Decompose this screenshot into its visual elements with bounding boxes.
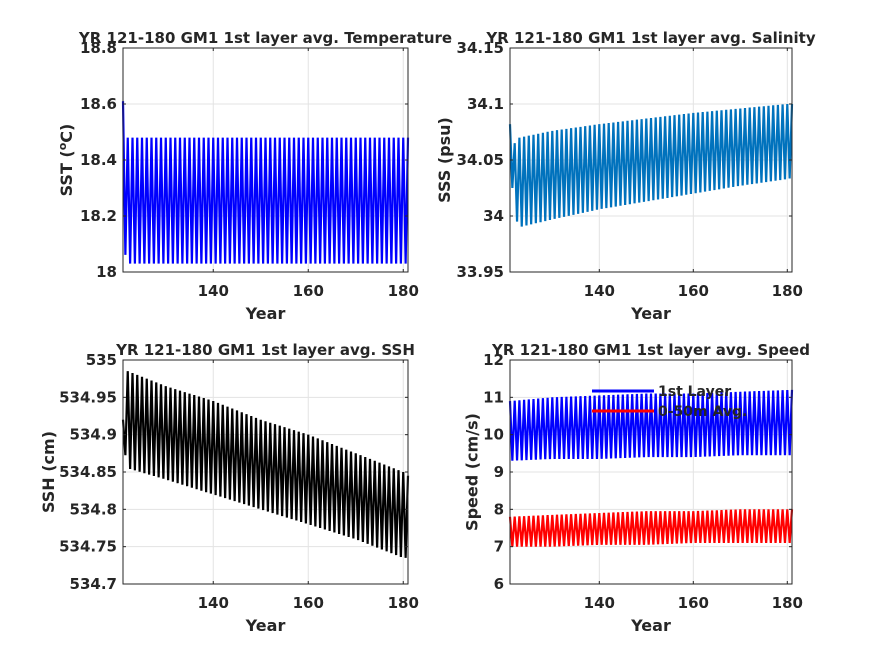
x-tick-label: 160 bbox=[678, 282, 709, 300]
y-tick-label: 534.85 bbox=[59, 463, 117, 481]
y-tick-label: 34.05 bbox=[457, 151, 504, 169]
y-tick-label: 12 bbox=[483, 351, 504, 369]
legend-label: 1st Layer bbox=[658, 384, 731, 400]
y-tick-label: 534.8 bbox=[70, 500, 117, 518]
x-axis-label: Year bbox=[245, 304, 286, 323]
y-tick-label: 18.8 bbox=[80, 39, 117, 57]
chart-title: YR 121-180 GM1 1st layer avg. Salinity bbox=[485, 29, 815, 47]
y-tick-label: 534.75 bbox=[59, 538, 117, 556]
y-tick-label: 18 bbox=[96, 263, 117, 281]
series-line-2 bbox=[508, 509, 794, 547]
x-tick-label: 160 bbox=[293, 594, 324, 612]
x-tick-label: 160 bbox=[678, 594, 709, 612]
x-axis-label: Year bbox=[245, 616, 286, 635]
y-axis-label: SSS (psu) bbox=[435, 117, 454, 203]
y-tick-label: 8 bbox=[494, 500, 504, 518]
y-axis-label: SST (oC) bbox=[56, 124, 76, 197]
chart-panel-1: 140 160 180 18 18.2 18.4 18.6 18.8YR 121-180 GM… bbox=[56, 29, 452, 323]
x-tick-label: 140 bbox=[198, 594, 229, 612]
y-tick-label: 18.2 bbox=[80, 207, 117, 225]
x-axis-label: Year bbox=[630, 304, 671, 323]
y-tick-label: 34.15 bbox=[457, 39, 504, 57]
y-tick-label: 534.9 bbox=[70, 426, 117, 444]
chart-title: YR 121-180 GM1 1st layer avg. SSH bbox=[115, 341, 415, 359]
chart-panel-3: 140 160 180 534.7 534.75 534.8 534.85 534.9 534.… bbox=[39, 341, 419, 635]
y-tick-label: 534.7 bbox=[70, 575, 117, 593]
y-axis-label: Speed (cm/s) bbox=[463, 413, 482, 531]
y-tick-label: 18.6 bbox=[80, 95, 117, 113]
y-tick-label: 34.1 bbox=[467, 95, 504, 113]
x-tick-label: 140 bbox=[584, 282, 615, 300]
y-tick-label: 9 bbox=[494, 463, 504, 481]
y-tick-label: 11 bbox=[483, 388, 504, 406]
x-tick-label: 180 bbox=[388, 282, 419, 300]
chart-title: YR 121-180 GM1 1st layer avg. Speed bbox=[491, 341, 810, 359]
y-tick-label: 535 bbox=[86, 351, 117, 369]
y-tick-label: 534.95 bbox=[59, 388, 117, 406]
chart-title: YR 121-180 GM1 1st layer avg. Temperatur… bbox=[78, 29, 452, 47]
x-tick-label: 180 bbox=[772, 282, 803, 300]
y-axis-label: SSH (cm) bbox=[39, 431, 58, 513]
legend-label: 0-50m Avg. bbox=[658, 404, 747, 420]
y-tick-label: 6 bbox=[494, 575, 504, 593]
y-tick-label: 18.4 bbox=[80, 151, 117, 169]
series-line-1 bbox=[508, 389, 794, 461]
y-tick-label: 34 bbox=[483, 207, 504, 225]
x-tick-label: 160 bbox=[293, 282, 324, 300]
x-tick-label: 180 bbox=[388, 594, 419, 612]
x-tick-label: 180 bbox=[772, 594, 803, 612]
series-line-1 bbox=[508, 103, 794, 227]
x-tick-label: 140 bbox=[584, 594, 615, 612]
y-tick-label: 7 bbox=[494, 538, 504, 556]
series-line-1 bbox=[121, 371, 410, 558]
series-line-1 bbox=[121, 101, 410, 264]
x-axis-label: Year bbox=[630, 616, 671, 635]
y-tick-label: 33.95 bbox=[457, 263, 504, 281]
y-tick-label: 10 bbox=[483, 426, 504, 444]
x-tick-label: 140 bbox=[198, 282, 229, 300]
